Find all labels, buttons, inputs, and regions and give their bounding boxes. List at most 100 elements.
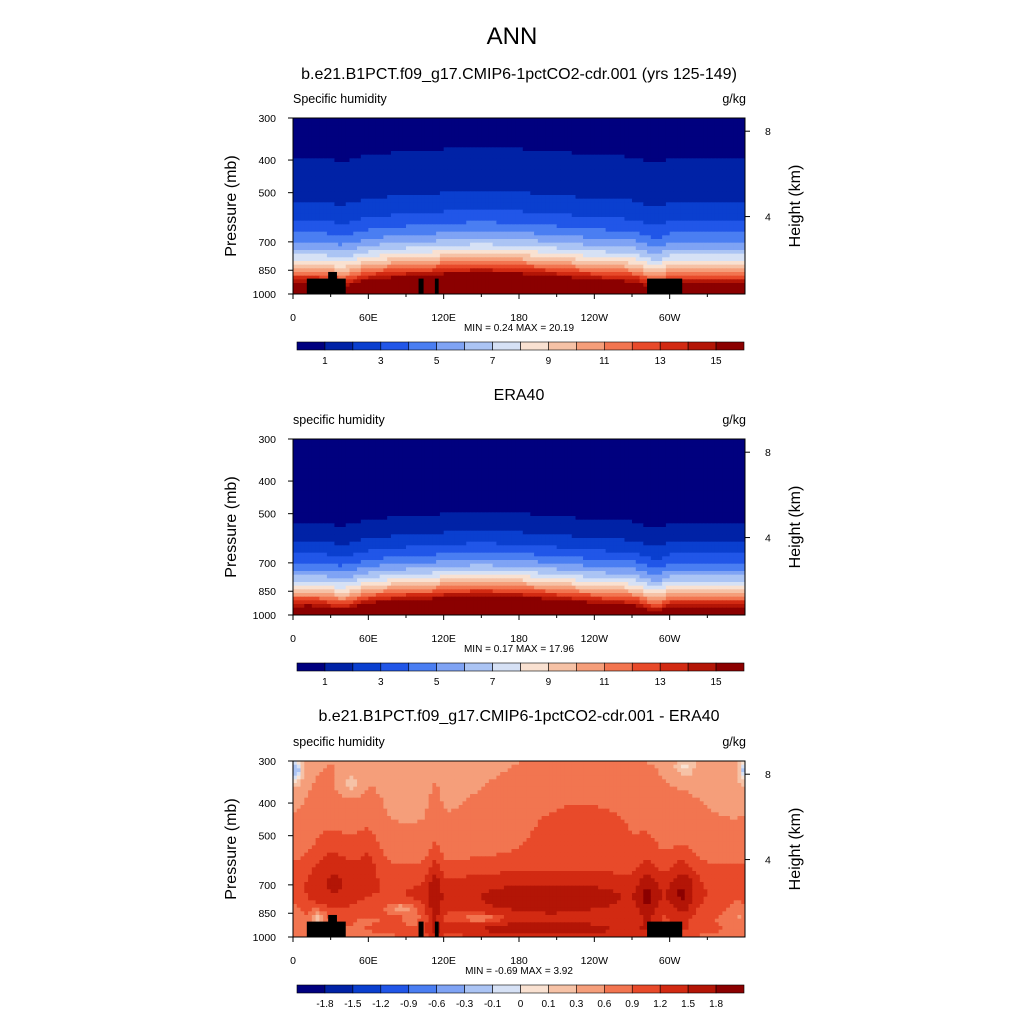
contour-cell xyxy=(545,198,550,203)
contour-cell xyxy=(311,180,317,185)
contour-cell xyxy=(341,195,347,200)
contour-cell xyxy=(470,224,475,229)
contour-cell xyxy=(349,187,354,192)
contour-cell xyxy=(647,206,652,211)
contour-cell xyxy=(628,151,633,156)
contour-cell xyxy=(519,187,524,192)
contour-cell xyxy=(357,261,362,266)
contour-cell xyxy=(409,198,415,203)
contour-cell xyxy=(579,213,584,218)
contour-cell xyxy=(718,184,723,189)
contour-cell xyxy=(488,143,494,148)
contour-cell xyxy=(522,191,528,196)
contour-cell xyxy=(496,198,501,203)
contour-cell xyxy=(326,151,332,156)
contour-cell xyxy=(579,143,584,148)
contour-cell xyxy=(726,239,731,244)
contour-cell xyxy=(714,176,720,181)
contour-cell xyxy=(699,202,705,207)
contour-cell xyxy=(519,129,524,134)
contour-cell xyxy=(368,261,373,266)
contour-cell xyxy=(496,184,501,189)
contour-cell xyxy=(341,224,347,229)
contour-cell xyxy=(500,154,505,159)
contour-cell xyxy=(341,187,347,192)
contour-cell xyxy=(406,165,411,170)
contour-cell xyxy=(545,220,550,225)
contour-cell xyxy=(439,235,445,240)
contour-cell xyxy=(519,140,524,145)
contour-cell xyxy=(507,140,512,145)
contour-cell xyxy=(605,195,610,200)
contour-cell xyxy=(319,217,324,222)
contour-cell xyxy=(503,257,509,262)
contour-cell xyxy=(530,261,535,266)
contour-cell xyxy=(594,209,599,214)
contour-cell xyxy=(643,121,648,126)
contour-cell xyxy=(688,121,693,126)
contour-cell xyxy=(394,213,399,218)
contour-cell xyxy=(733,121,738,126)
contour-cell xyxy=(496,162,501,167)
contour-cell xyxy=(492,253,497,258)
contour-cell xyxy=(696,121,701,126)
contour-cell xyxy=(684,195,689,200)
contour-cell xyxy=(454,180,460,185)
contour-cell xyxy=(481,195,486,200)
contour-cell xyxy=(368,151,373,156)
contour-cell xyxy=(718,195,723,200)
contour-cell xyxy=(424,147,430,152)
contour-cell xyxy=(443,140,448,145)
contour-cell xyxy=(330,147,335,152)
contour-cell xyxy=(315,228,320,233)
contour-cell xyxy=(613,191,618,196)
contour-cell xyxy=(590,195,595,200)
contour-cell xyxy=(379,176,384,181)
contour-cell xyxy=(375,129,381,134)
contour-cell xyxy=(624,257,629,262)
contour-cell xyxy=(443,242,448,247)
contour-cell xyxy=(624,239,629,244)
contour-cell xyxy=(519,143,524,148)
contour-cell xyxy=(428,143,433,148)
contour-cell xyxy=(436,180,441,185)
contour-cell xyxy=(609,176,614,181)
contour-cell xyxy=(741,202,746,207)
contour-cell xyxy=(552,154,558,159)
contour-cell xyxy=(583,136,588,141)
contour-cell xyxy=(650,261,656,266)
contour-cell xyxy=(390,147,396,152)
contour-cell xyxy=(308,217,313,222)
contour-cell xyxy=(477,202,482,207)
contour-cell xyxy=(341,209,347,214)
contour-cell xyxy=(571,136,576,141)
contour-cell xyxy=(349,154,354,159)
contour-cell xyxy=(534,173,539,178)
contour-cell xyxy=(650,257,656,262)
contour-cell xyxy=(379,268,384,273)
contour-cell xyxy=(613,176,618,181)
contour-cell xyxy=(703,217,708,222)
contour-cell xyxy=(737,191,742,196)
contour-cell xyxy=(394,246,399,251)
contour-cell xyxy=(586,125,592,130)
contour-cell xyxy=(620,246,625,251)
contour-cell xyxy=(688,202,693,207)
contour-cell xyxy=(296,213,302,218)
contour-cell xyxy=(624,184,629,189)
contour-cell xyxy=(492,118,497,123)
contour-cell xyxy=(669,132,674,137)
contour-cell xyxy=(462,143,467,148)
contour-cell xyxy=(492,235,497,240)
contour-cell xyxy=(473,206,479,211)
contour-cell xyxy=(432,195,437,200)
contour-cell xyxy=(315,206,320,211)
contour-cell xyxy=(417,132,422,137)
contour-cell xyxy=(428,154,433,159)
contour-cell xyxy=(507,143,512,148)
contour-cell xyxy=(315,257,320,262)
contour-cell xyxy=(707,154,712,159)
contour-cell xyxy=(699,246,705,251)
contour-cell xyxy=(500,242,505,247)
contour-cell xyxy=(406,118,411,123)
